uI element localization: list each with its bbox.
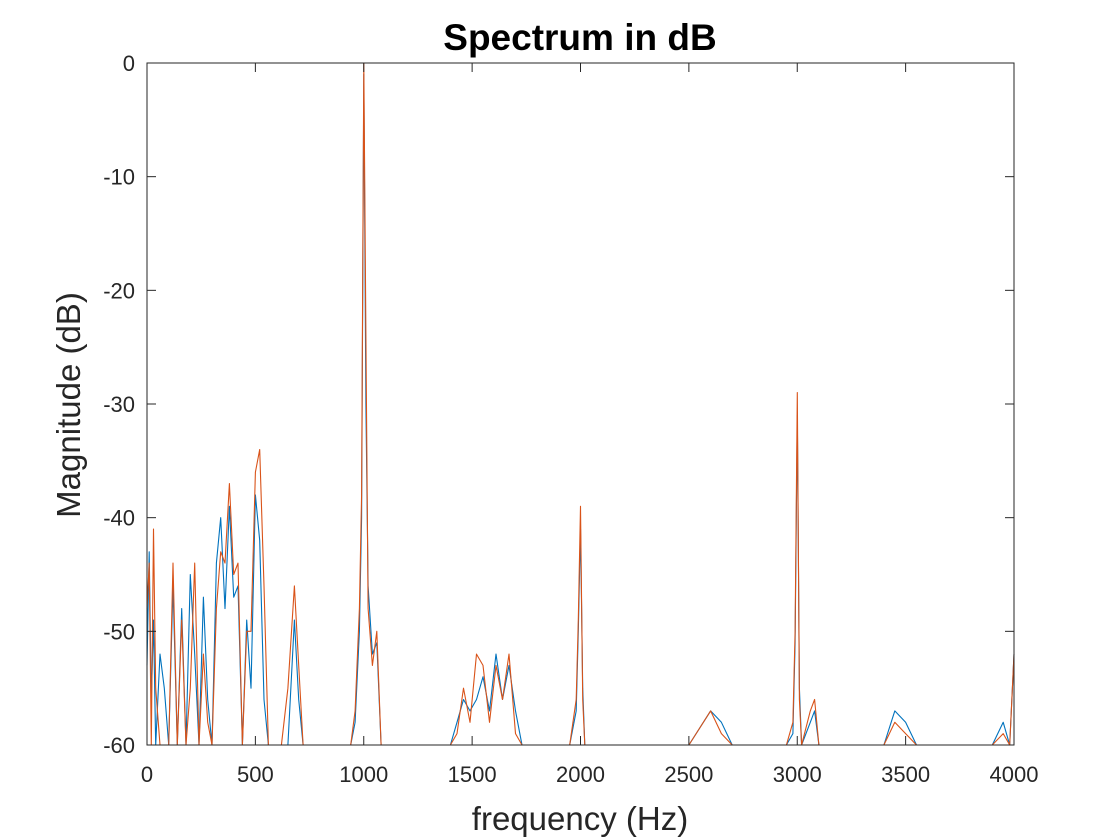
chart-title: Spectrum in dB bbox=[443, 17, 716, 58]
x-axis-label: frequency (Hz) bbox=[472, 800, 688, 837]
x-tick-label: 2500 bbox=[664, 762, 713, 787]
x-tick-label: 4000 bbox=[990, 762, 1039, 787]
plot-frame bbox=[146, 62, 1015, 746]
x-tick-label: 1500 bbox=[448, 762, 497, 787]
y-tick-label: -10 bbox=[103, 165, 135, 190]
y-axis-label: Magnitude (dB) bbox=[50, 292, 87, 518]
y-tick-label: -40 bbox=[103, 506, 135, 531]
y-tick-label: 0 bbox=[123, 51, 135, 76]
y-tick-label: -50 bbox=[103, 619, 135, 644]
x-tick-label: 2000 bbox=[556, 762, 605, 787]
y-tick-label: -30 bbox=[103, 392, 135, 417]
ticks-layer: 0 500 1000 1500 2000 2500 3000 3500 4000 0 -10 -20 -… bbox=[103, 51, 1038, 787]
x-tick-label: 1000 bbox=[339, 762, 388, 787]
x-tick-label: 0 bbox=[141, 762, 153, 787]
plot-area bbox=[147, 63, 1014, 745]
x-tick-label: 3000 bbox=[773, 762, 822, 787]
y-tick-label: -60 bbox=[103, 733, 135, 758]
x-tick-label: 500 bbox=[237, 762, 274, 787]
y-tick-label: -20 bbox=[103, 278, 135, 303]
x-tick-label: 3500 bbox=[881, 762, 930, 787]
